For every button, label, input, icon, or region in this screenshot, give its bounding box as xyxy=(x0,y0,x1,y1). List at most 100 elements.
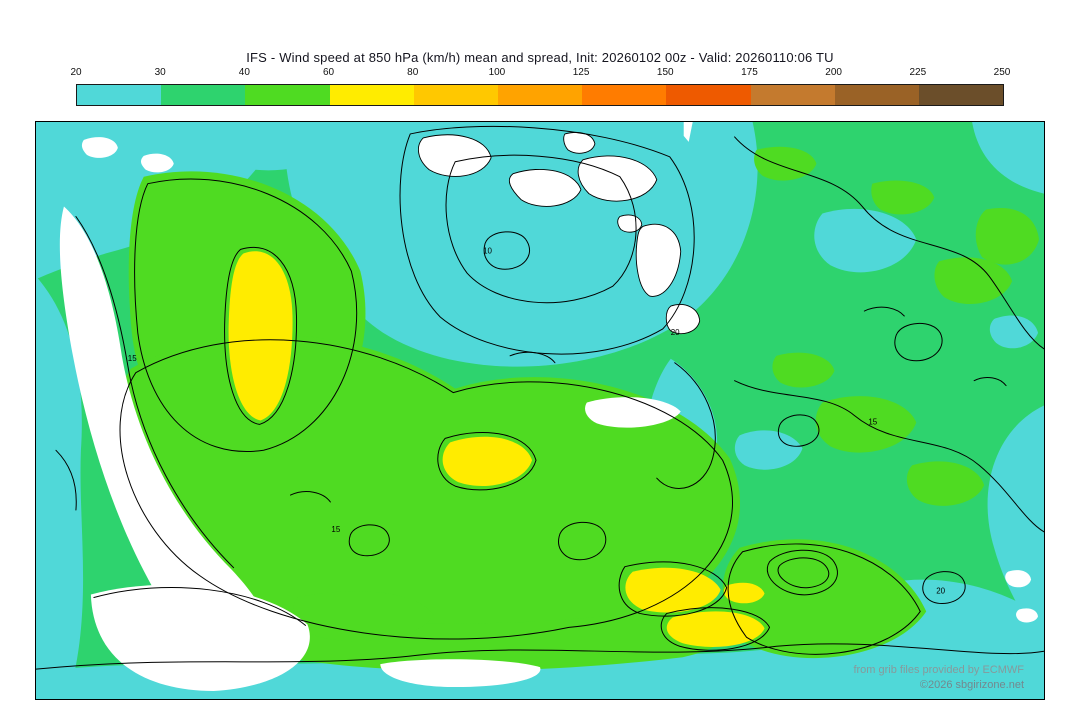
map-shape xyxy=(871,180,935,215)
map-shape xyxy=(59,206,275,677)
map-shape xyxy=(558,521,607,561)
contour-label: 10 xyxy=(483,246,492,255)
contour-labels-group: 15 20 10 15 20 15 xyxy=(128,246,946,595)
map-shape xyxy=(772,352,835,388)
map-shape xyxy=(814,208,917,273)
map-shape xyxy=(292,591,434,642)
colorbar-tick-label: 60 xyxy=(322,67,335,78)
map-shape xyxy=(445,154,637,304)
colorbar-segment xyxy=(582,85,667,105)
map-shape xyxy=(815,396,917,453)
map-shape xyxy=(119,339,733,640)
region-white-group xyxy=(59,122,1039,692)
contour-label: 15 xyxy=(331,525,340,534)
map-shape xyxy=(508,168,582,207)
colorbar-segment xyxy=(497,85,583,105)
map-shape xyxy=(656,362,716,489)
colorbar-segment xyxy=(834,85,919,105)
map-shape xyxy=(442,436,533,486)
map-shape xyxy=(906,461,985,506)
map-shape xyxy=(93,587,306,626)
map-shape xyxy=(81,137,118,158)
map-shape xyxy=(665,304,701,335)
map-shape xyxy=(399,125,695,355)
colorbar-tick-label: 150 xyxy=(656,67,674,78)
credits-source: from grib files provided by ECMWF xyxy=(853,664,1024,676)
contour-label: 20 xyxy=(671,328,680,337)
map-shape xyxy=(934,257,1013,305)
region-white-outlined-group xyxy=(418,131,701,335)
colorbar-tick-label: 250 xyxy=(993,67,1011,78)
map-shape xyxy=(75,216,235,569)
colorbar-tick-label: 125 xyxy=(572,67,590,78)
contour-label: 15 xyxy=(128,354,137,363)
map-shape xyxy=(723,582,765,604)
map-shape xyxy=(727,543,921,655)
map-shape xyxy=(380,659,541,688)
colorbar-segment xyxy=(161,85,246,105)
credits: from grib files provided by ECMWF ©2026 … xyxy=(853,663,1024,693)
wind-speed-map: 15 20 10 15 20 15 xyxy=(36,122,1044,699)
map-shape xyxy=(141,153,174,173)
region-yellow-group xyxy=(228,251,765,647)
map-shape xyxy=(734,136,1044,350)
map-shape xyxy=(734,430,803,470)
map-shape xyxy=(36,276,84,699)
map-shape xyxy=(36,645,1044,699)
colorbar-segment xyxy=(245,85,330,105)
colorbar-segment xyxy=(666,85,751,105)
map-shape xyxy=(585,397,681,428)
map-shape xyxy=(766,549,838,596)
map-shape xyxy=(922,571,966,604)
colorbar-tick-label: 100 xyxy=(488,67,506,78)
map-shape xyxy=(418,134,492,177)
map-shape xyxy=(975,208,1040,265)
map-shape xyxy=(777,557,830,589)
map-shape xyxy=(1005,570,1032,588)
page-title: IFS - Wind speed at 850 hPa (km/h) mean … xyxy=(246,50,834,65)
colorbar-tick-label: 200 xyxy=(825,67,842,78)
map-shape xyxy=(224,247,297,425)
map-shape xyxy=(348,524,390,557)
colorbar-tick-label: 175 xyxy=(741,67,758,78)
map-shape xyxy=(236,597,738,671)
map-shape xyxy=(509,351,556,364)
contour-label: 20 xyxy=(936,587,945,596)
map-shape xyxy=(863,306,905,317)
map-shape xyxy=(989,315,1039,349)
colorbar-segment xyxy=(329,85,414,105)
colorbar-tick-label: 80 xyxy=(407,67,419,78)
map-shape xyxy=(618,561,728,617)
map-shape xyxy=(36,643,1044,670)
credits-copyright: ©2026 sbgirizone.net xyxy=(919,679,1024,691)
colorbar-tick-label: 40 xyxy=(238,67,250,78)
map-shape xyxy=(228,251,293,421)
map-canvas: 15 20 10 15 20 15 from grib files provid… xyxy=(35,121,1045,700)
contour-lines-group xyxy=(36,125,1044,670)
contour-label: 15 xyxy=(868,417,877,426)
colorbar-segment xyxy=(750,85,835,105)
colorbar-tick-label: 20 xyxy=(70,67,82,78)
map-shape xyxy=(987,405,1044,648)
map-shape xyxy=(483,231,530,270)
map-shape xyxy=(625,567,721,613)
map-shape xyxy=(722,539,927,659)
colorbar-segment xyxy=(413,85,498,105)
map-shape xyxy=(660,607,771,651)
colorbar-tick-label: 30 xyxy=(154,67,166,78)
map-shape xyxy=(55,449,77,511)
map-shape xyxy=(90,584,310,692)
map-shape xyxy=(289,491,331,503)
map-shape xyxy=(683,122,693,142)
map-shape xyxy=(972,122,1044,194)
map-shape xyxy=(437,432,537,491)
map-shape xyxy=(666,611,765,647)
map-shape xyxy=(778,414,820,447)
map-shape xyxy=(134,178,358,452)
map-shape xyxy=(734,380,1044,533)
map-shape xyxy=(617,214,643,233)
colorbar-segment xyxy=(918,85,1004,105)
map-shape xyxy=(973,377,1007,387)
colorbar-tick-label: 225 xyxy=(909,67,927,78)
